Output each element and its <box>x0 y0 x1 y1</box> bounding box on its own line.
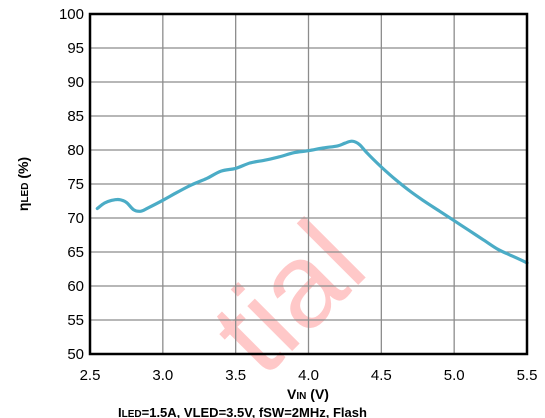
y-tick-label: 100 <box>59 6 84 23</box>
series-line <box>95 139 529 265</box>
x-tick-label: 5.0 <box>444 367 465 384</box>
y-tick-label: 75 <box>67 176 84 193</box>
chart-caption: ILED=1.5A, VLED=3.5V, fSW=2MHz, Flash <box>118 405 367 418</box>
y-tick-label: 90 <box>67 74 84 91</box>
plot-frame <box>88 12 529 356</box>
y-axis-title-sub: LED <box>20 183 31 203</box>
x-tick-label: 4.0 <box>298 367 319 384</box>
caption-rest: =1.5A, VLED=3.5V, fSW=2MHz, Flash <box>142 405 367 418</box>
x-axis-title-main: V <box>287 386 297 402</box>
x-axis-title-sub: IN <box>296 391 306 402</box>
y-tick-label: 70 <box>67 210 84 227</box>
y-tick-label: 80 <box>67 142 84 159</box>
y-tick-labels: 50 55 60 65 70 75 80 85 90 95 100 <box>59 6 84 363</box>
y-tick-label: 65 <box>67 244 84 261</box>
x-tick-label: 4.5 <box>371 367 392 384</box>
x-tick-label: 3.5 <box>225 367 246 384</box>
x-tick-label: 3.0 <box>152 367 173 384</box>
y-tick-label: 95 <box>67 40 84 57</box>
x-tick-label: 2.5 <box>80 367 101 384</box>
caption-main: I <box>118 405 122 418</box>
caption-sub: LED <box>122 409 142 418</box>
grid-lines <box>89 13 528 355</box>
y-axis-title-main: η <box>15 203 31 212</box>
y-tick-label: 50 <box>67 346 84 363</box>
y-axis-title-unit: (%) <box>15 157 31 183</box>
y-tick-label: 60 <box>67 278 84 295</box>
y-tick-label: 85 <box>67 108 84 125</box>
x-axis-title: VIN (V) <box>287 386 329 402</box>
x-axis-title-unit: (V) <box>306 386 329 402</box>
x-tick-labels: 2.5 3.0 3.5 4.0 4.5 5.0 5.5 <box>80 367 538 384</box>
x-tick-label: 5.5 <box>517 367 538 384</box>
y-tick-label: 55 <box>67 312 84 329</box>
y-axis-title: ηLED (%) <box>15 157 31 211</box>
watermark-text: tial <box>187 195 390 398</box>
